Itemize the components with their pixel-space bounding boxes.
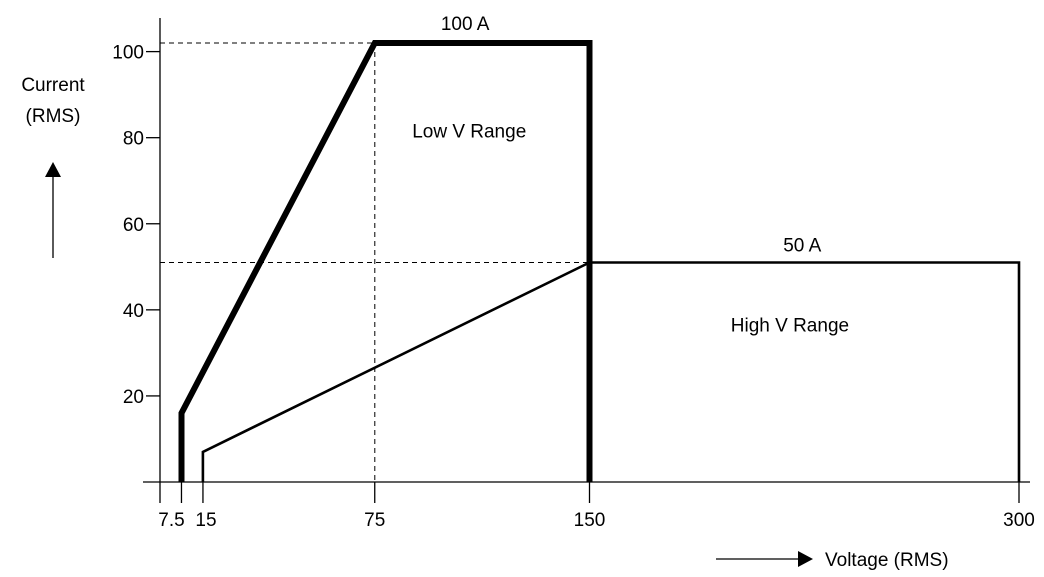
x-axis-arrow-icon — [798, 551, 813, 567]
label-50a: 50 A — [783, 236, 821, 257]
x-tick-label: 7.5 — [158, 510, 184, 531]
label-high-v-range: High V Range — [731, 315, 849, 336]
y-tick-label: 20 — [123, 387, 144, 408]
x-tick-label: 15 — [195, 510, 216, 531]
x-axis-title: Voltage (RMS) — [716, 550, 949, 571]
y-axis-arrow-icon — [45, 162, 61, 177]
ticks: 7.5 15 75 150 300 20 40 60 80 100 — [112, 43, 1035, 531]
x-tick-label: 150 — [574, 510, 606, 531]
guide-lines — [160, 42, 590, 482]
x-tick-label: 75 — [364, 510, 385, 531]
y-axis-title-line2: (RMS) — [26, 106, 81, 127]
series-line-thick-range — [178, 40, 593, 482]
annotations: 100 A 50 A Low V Range High V Range — [412, 14, 849, 336]
series-line-thin-range — [201, 261, 1021, 482]
series — [178, 40, 1021, 482]
y-tick-label: 40 — [123, 301, 144, 322]
y-tick-label: 100 — [112, 43, 144, 64]
y-tick-label: 60 — [123, 215, 144, 236]
label-100a: 100 A — [441, 14, 490, 35]
y-tick-label: 80 — [123, 129, 144, 150]
y-axis-title: Current (RMS) — [21, 75, 85, 258]
x-axis-title-text: Voltage (RMS) — [825, 550, 949, 571]
label-low-v-range: Low V Range — [412, 122, 526, 143]
x-tick-label: 300 — [1003, 510, 1035, 531]
y-axis-title-line1: Current — [21, 75, 85, 96]
